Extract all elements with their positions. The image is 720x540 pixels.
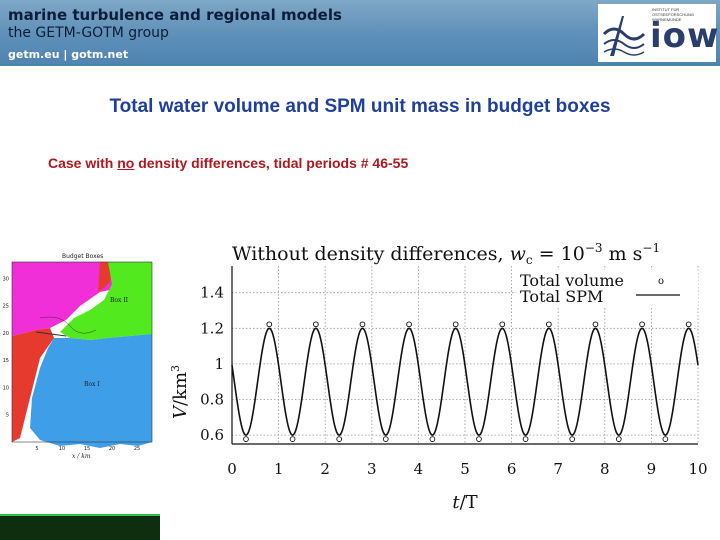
x-tick-10: 10 [688, 460, 707, 478]
logo-institution: INSTITUT FÜR OSTSEEFORSCHUNG WARNEMÜNDE [652, 7, 695, 22]
iow-wave-icon [602, 16, 646, 56]
chart-grid [231, 266, 699, 444]
volume-marker-min-6 [522, 436, 529, 442]
map-ytick-25: 25 [3, 304, 9, 310]
volume-marker-min-5 [476, 436, 482, 442]
map-box-1 [30, 334, 152, 448]
chart-xlabel: t/T [452, 492, 477, 513]
map-ytick-10: 10 [3, 385, 9, 391]
x-tick-6: 6 [507, 460, 517, 478]
x-tick-7: 7 [553, 460, 563, 478]
map-xtick-10: 10 [59, 446, 65, 452]
volume-marker-max-1 [313, 321, 319, 328]
series-total-spm-line [231, 327, 699, 436]
subtitle-emphasis: no [117, 155, 135, 171]
x-tick-2: 2 [320, 460, 330, 478]
map-land-2 [98, 262, 112, 292]
volume-marker-max-2 [359, 321, 366, 328]
series-total-spm-path [231, 327, 699, 436]
y-tick-3: 1.2 [200, 319, 224, 337]
chart-yticks: 0.6 0.8 1 1.2 1.4 [200, 284, 224, 444]
map-land [12, 328, 54, 442]
volume-marker-min-3 [382, 436, 389, 442]
volume-marker-max-7 [592, 321, 599, 328]
x-tick-0: 0 [227, 460, 237, 478]
series-total-volume-markers [243, 321, 692, 442]
x-tick-9: 9 [647, 460, 657, 478]
map-xlabel: x / km [72, 453, 91, 460]
y-tick-2: 1 [214, 355, 224, 373]
x-tick-1: 1 [274, 460, 284, 478]
volume-marker-max-3 [406, 321, 412, 328]
volume-marker-min-9 [662, 436, 669, 442]
volume-marker-min-1 [289, 436, 296, 442]
header-subtitle: the GETM-GOTM group [8, 25, 169, 41]
volume-marker-min-0 [243, 436, 249, 442]
y-tick-0: 0.6 [200, 426, 224, 444]
map-yticks: 5 10 15 20 25 30 [3, 276, 9, 418]
volume-marker-max-6 [546, 321, 552, 328]
volume-marker-max-4 [452, 321, 459, 328]
y-tick-1: 0.8 [200, 391, 224, 409]
iow-logo: INSTITUT FÜR OSTSEEFORSCHUNG WARNEMÜNDE … [598, 4, 720, 62]
map-ytick-15: 15 [3, 358, 9, 364]
volume-marker-min-2 [336, 436, 343, 442]
chart-xticks: 0 1 2 3 4 5 6 7 8 9 10 [227, 460, 707, 478]
x-tick-3: 3 [367, 460, 377, 478]
volume-marker-max-0 [266, 321, 273, 328]
map-ytick-5: 5 [6, 413, 9, 419]
map-box1-label: Box I [84, 381, 100, 388]
line-chart: Without density differences, wc = 10−3 m… [169, 241, 708, 513]
header-banner: marine turbulence and regional models th… [0, 0, 720, 66]
map-box-2 [60, 262, 152, 340]
volume-marker-min-7 [569, 436, 576, 442]
legend-total-volume: Total volume [520, 271, 624, 290]
header-links[interactable]: getm.eu | gotm.net [8, 48, 129, 61]
volume-marker-max-5 [499, 321, 506, 328]
volume-marker-max-8 [639, 321, 645, 328]
map-title: Budget Boxes [62, 253, 103, 260]
map-xtick-5: 5 [35, 446, 38, 452]
legend-volume-marker: o [658, 276, 664, 287]
volume-marker-min-8 [615, 436, 622, 442]
slide-title: Total water volume and SPM unit mass in … [109, 96, 611, 117]
chart-title: Without density differences, wc = 10−3 m… [232, 241, 660, 267]
map-ytick-20: 20 [3, 331, 9, 337]
chart-legend: Total volume Total SPM o [516, 270, 698, 306]
map-ytick-30: 30 [3, 276, 9, 282]
slide-subtitle: Case with no density differences, tidal … [48, 155, 409, 171]
map-xticks: 5 10 15 20 25 [35, 446, 140, 452]
y-tick-4: 1.4 [200, 284, 224, 302]
map-xtick-25: 25 [134, 446, 140, 452]
x-tick-8: 8 [600, 460, 610, 478]
map-box2-label: Box II [110, 297, 129, 304]
legend-total-spm: Total SPM [520, 287, 603, 306]
footer-bar [0, 514, 160, 540]
volume-marker-max-9 [685, 321, 692, 328]
map-xtick-15: 15 [84, 446, 90, 452]
budget-boxes-map: Budget Boxes Box II Box I x / km 5 10 15 20… [3, 253, 153, 460]
header-title: marine turbulence and regional models [8, 6, 342, 24]
x-tick-5: 5 [460, 460, 470, 478]
map-xtick-20: 20 [109, 446, 115, 452]
chart-axes [231, 266, 698, 445]
logo-text: iow [650, 16, 720, 56]
x-tick-4: 4 [414, 460, 424, 478]
volume-marker-min-4 [429, 436, 436, 442]
chart-ylabel: V/km3 [169, 365, 191, 419]
